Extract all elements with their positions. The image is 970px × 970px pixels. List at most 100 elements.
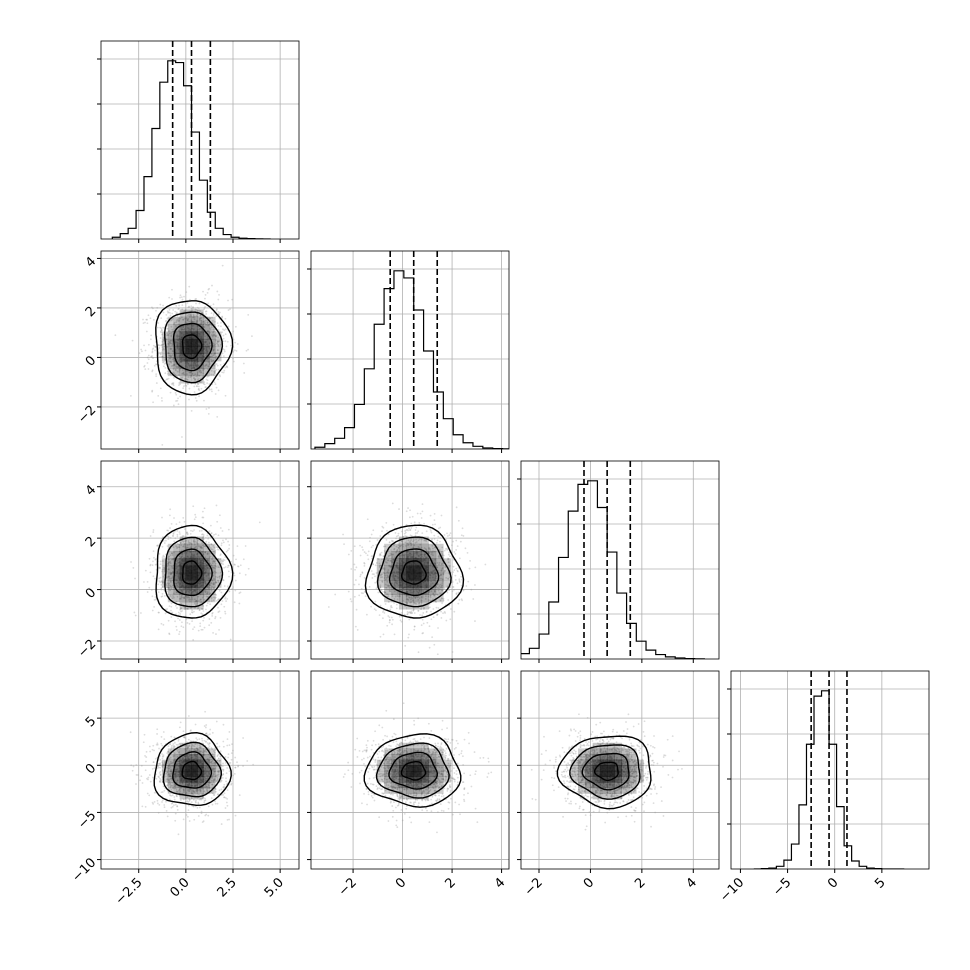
sample-point [210,532,213,535]
sample-point [217,548,220,551]
sample-point [372,529,375,532]
density-cell [185,324,192,332]
sample-point [420,596,423,598]
sample-point [165,772,168,775]
sample-point [386,529,388,532]
sample-point [169,580,172,582]
sample-point [161,586,164,588]
sample-point [362,549,364,551]
sample-point [182,318,185,321]
sample-point [183,556,186,559]
sample-point [399,588,402,591]
sample-point [422,622,425,625]
sample-point [140,348,143,351]
density-cell [179,536,186,545]
sample-point [173,363,176,366]
sample-point [440,550,443,553]
density-cell [391,572,400,581]
sample-point [443,571,445,574]
sample-point [196,371,199,374]
density-cell [203,565,210,574]
sample-point [186,544,189,546]
sample-point [214,597,217,600]
sample-point [400,620,403,623]
sample-point [198,389,201,392]
sample-point [428,546,431,549]
sample-point [207,361,210,363]
sample-point [207,412,210,415]
sample-point [205,608,207,611]
density-cell [185,543,192,552]
sample-point [442,599,445,602]
sample-point [205,787,208,790]
sample-point [381,581,384,583]
sample-point [172,551,175,554]
sample-point [210,360,213,362]
sample-point [222,579,225,582]
sample-point [206,382,209,385]
sample-point [202,605,205,607]
density-cell [421,565,429,574]
sample-point [197,555,200,558]
sample-point [441,554,444,557]
sample-point [169,774,172,777]
sample-point [435,606,438,609]
sample-point [408,618,411,621]
sample-point [415,526,418,529]
sample-point [159,576,162,579]
sample-point [456,569,459,572]
sample-point [183,327,186,330]
sample-point [156,733,158,735]
sample-point [220,788,223,791]
sample-point [425,556,427,559]
sample-point [192,639,195,641]
sample-point [222,348,225,351]
sample-point [167,352,170,355]
sample-point [160,351,163,354]
sample-point [166,562,169,565]
sample-point [202,320,205,323]
sample-point [215,576,217,578]
sample-point [409,612,412,614]
sample-point [143,365,146,368]
sample-point [149,571,152,574]
sample-point [388,587,391,589]
sample-point [212,578,215,580]
sample-point [453,569,456,572]
sample-point [148,794,151,797]
sample-point [142,322,145,325]
sample-point [186,815,189,818]
sample-point [197,815,200,817]
sample-point [381,580,384,583]
sample-point [171,558,173,561]
sample-point [217,340,220,343]
sample-point [404,601,407,604]
sample-point [178,319,180,322]
sample-point [414,541,417,544]
sample-point [194,513,197,516]
sample-point [180,544,182,546]
sample-point [170,325,173,328]
sample-point [223,786,226,788]
sample-point [391,606,393,609]
sample-point [166,582,169,585]
x-tick-label: 5 [872,875,888,891]
sample-point [195,541,198,544]
sample-point [160,327,163,330]
sample-point [216,548,219,551]
sample-point [430,580,432,583]
sample-point [140,612,142,614]
sample-point [372,563,375,566]
sample-point [160,588,163,591]
sample-point [383,577,386,579]
sample-point [205,323,207,326]
sample-point [405,594,408,597]
sample-point [194,805,197,808]
sample-point [376,539,379,541]
sample-point [378,562,381,565]
sample-point [140,775,143,778]
sample-point [198,317,201,320]
sample-point [441,584,444,587]
sample-point [215,352,217,355]
sample-point [443,570,446,573]
